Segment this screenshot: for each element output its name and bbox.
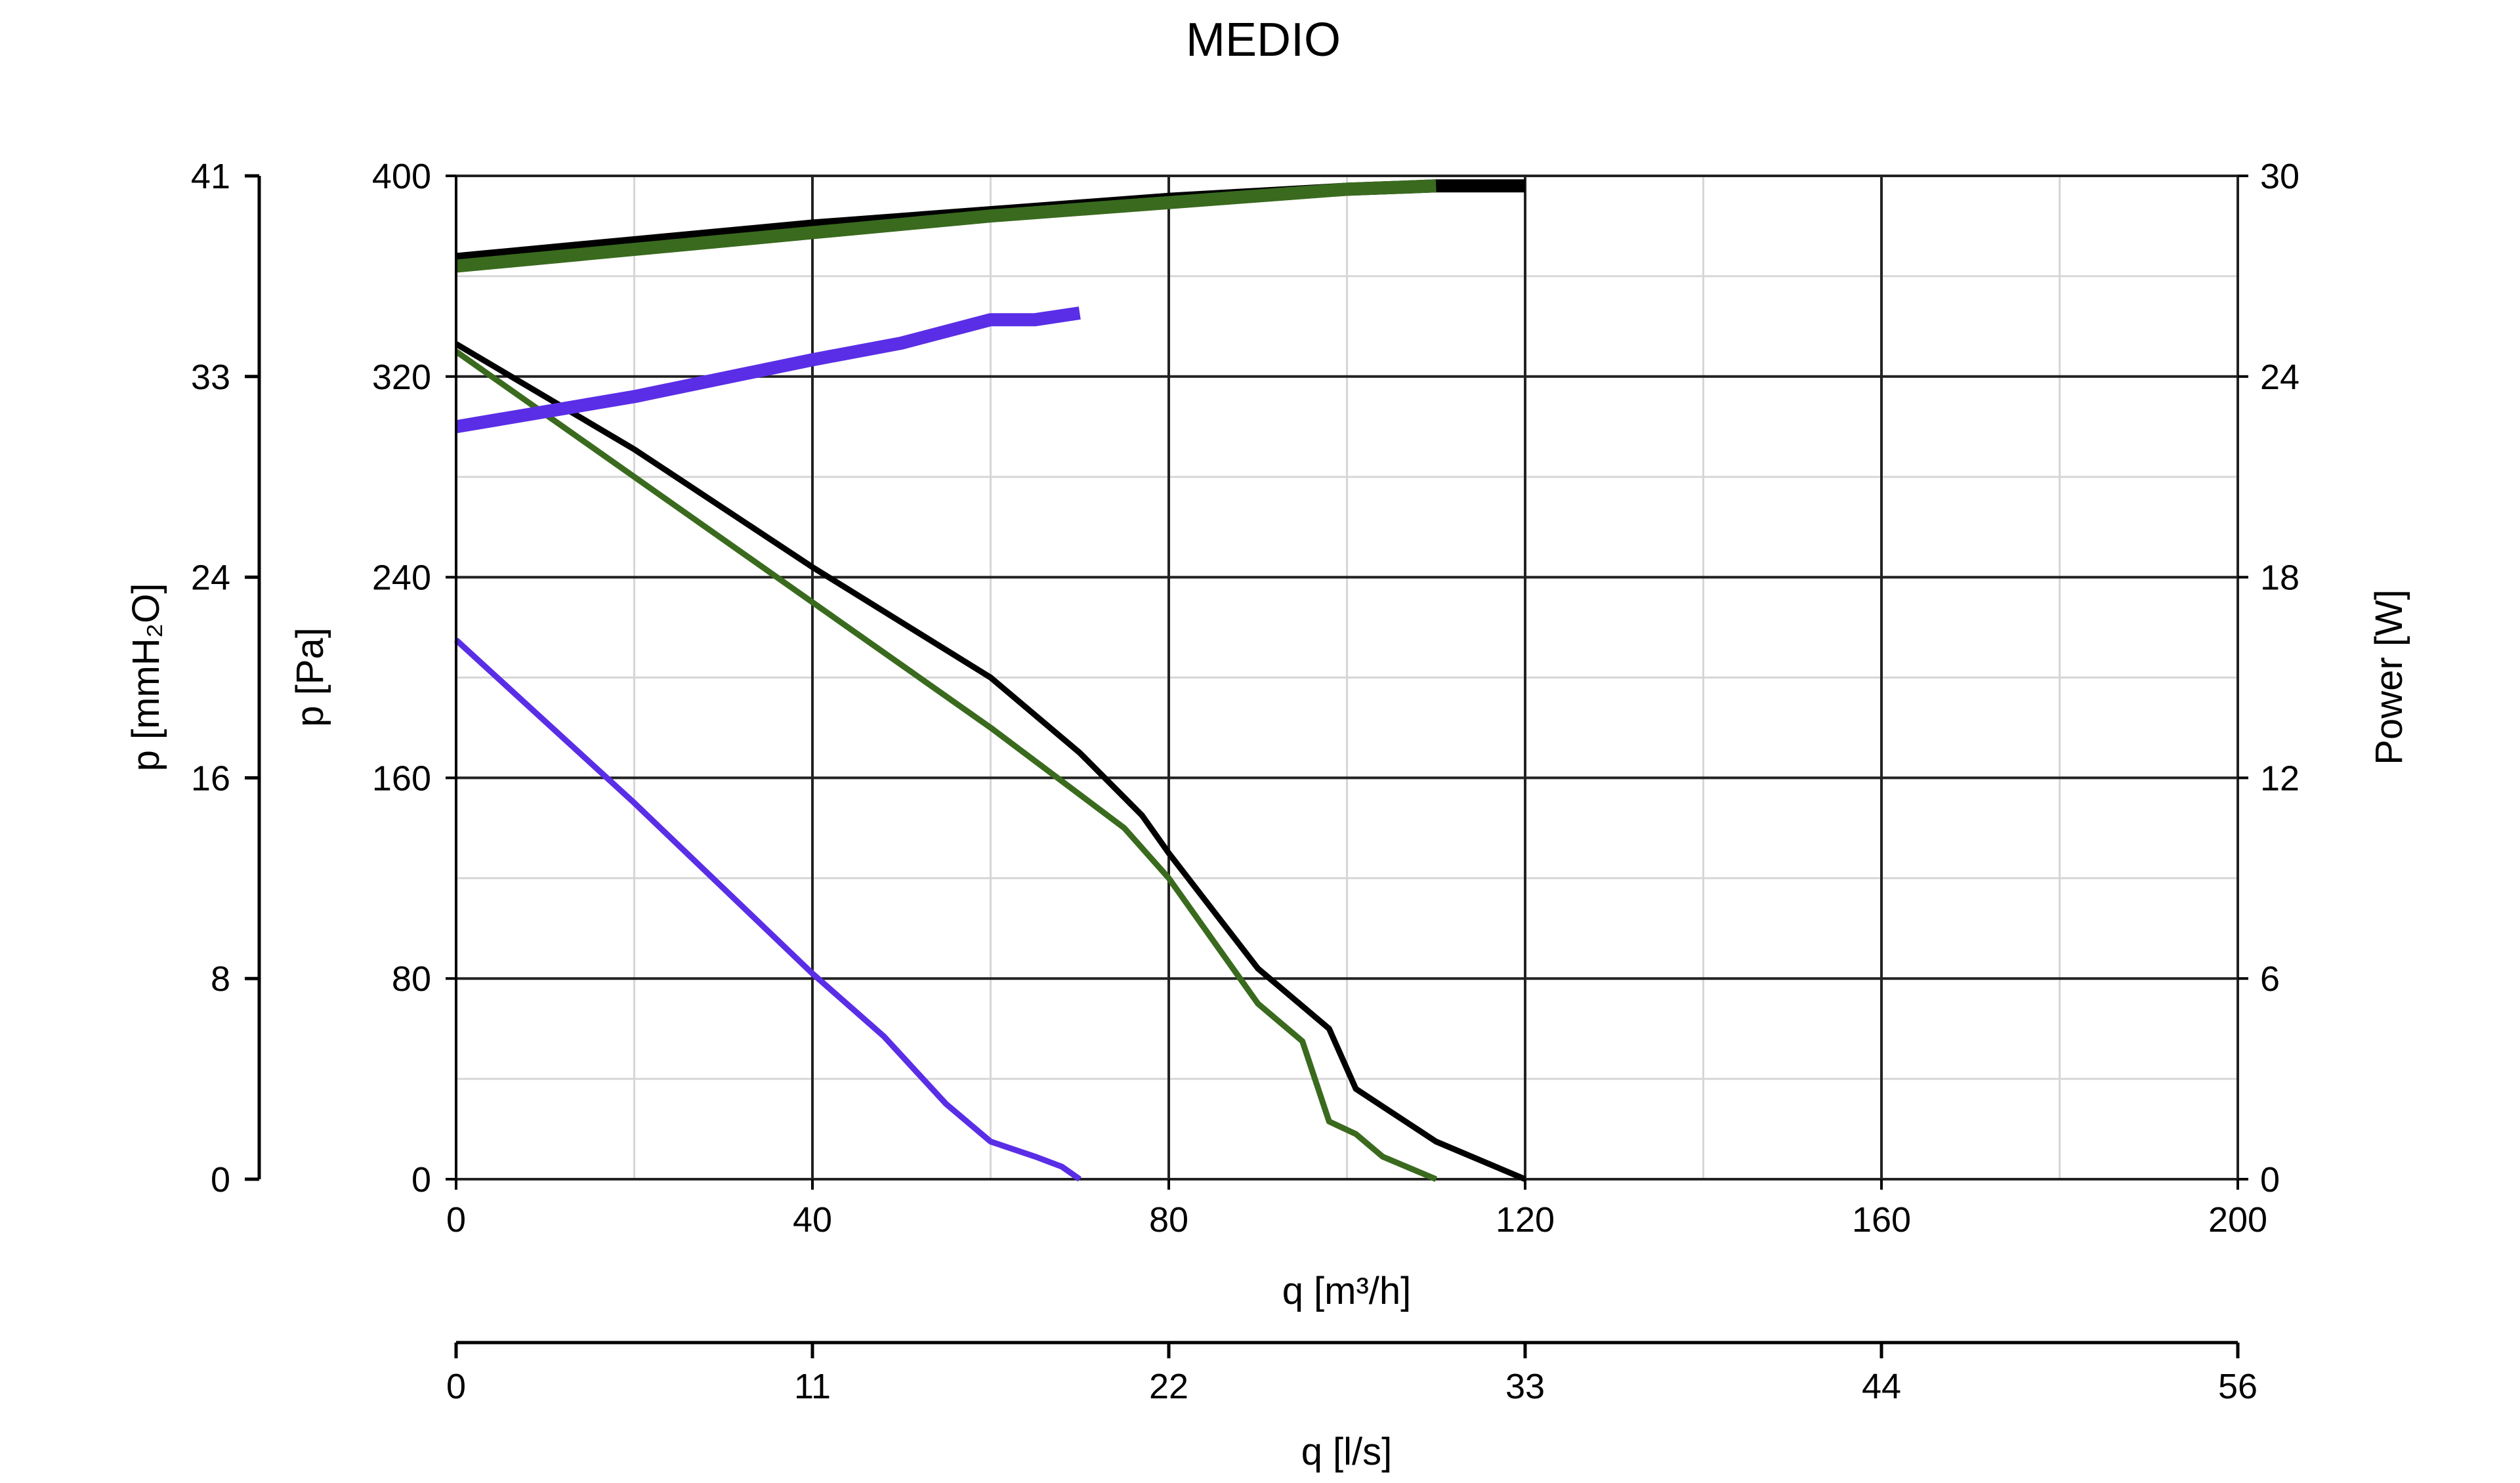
purple-pressure-curve — [453, 637, 1082, 1182]
y-axis-ticks: 0 80 160 240 320 400 — [372, 157, 456, 1200]
green-power-curve — [455, 179, 1437, 273]
y2-axis-ticks: 0 8 16 24 33 41 — [191, 157, 259, 1200]
y2-tick-label: 33 — [191, 358, 230, 397]
x-tick-label: 160 — [1852, 1200, 1911, 1240]
x2-axis-title: q [l/s] — [1301, 1431, 1393, 1473]
y2-tick-label: 16 — [191, 759, 230, 798]
black-pressure-curve — [454, 341, 1526, 1182]
power-axis-ticks: 0 6 12 18 24 30 — [2238, 157, 2300, 1200]
power-tick-label: 6 — [2260, 959, 2280, 999]
power-axis-title: Power [W] — [2368, 589, 2410, 765]
series-layer — [453, 179, 1526, 1182]
x2-tick-label: 33 — [1505, 1367, 1545, 1406]
y2-axis-title: p [mmH₂O] — [125, 583, 167, 772]
y-tick-label: 80 — [392, 959, 431, 999]
x2-tick-label: 11 — [794, 1367, 831, 1406]
x2-tick-label: 44 — [1862, 1367, 1901, 1406]
power-tick-label: 30 — [2260, 157, 2300, 196]
y-tick-label: 240 — [372, 558, 431, 598]
y2-tick-label: 0 — [211, 1160, 230, 1200]
power-tick-label: 18 — [2260, 558, 2300, 598]
power-tick-label: 0 — [2260, 1160, 2280, 1200]
power-tick-label: 24 — [2260, 358, 2300, 397]
x-tick-label: 0 — [446, 1200, 466, 1240]
power-tick-label: 12 — [2260, 759, 2300, 798]
y-tick-label: 160 — [372, 759, 431, 798]
y-axis-title: p [Pa] — [289, 627, 331, 727]
purple-power-curve — [455, 306, 1081, 434]
green-pressure-curve — [454, 348, 1438, 1182]
chart-title: MEDIO — [1186, 14, 1341, 66]
x-axis-title: q [m³/h] — [1282, 1270, 1412, 1312]
y-tick-label: 0 — [411, 1160, 431, 1200]
x-axis-ticks: 0 40 80 120 160 200 — [446, 1179, 2267, 1240]
x-tick-label: 120 — [1496, 1200, 1555, 1240]
x-tick-label: 200 — [2208, 1200, 2267, 1240]
x2-tick-label: 22 — [1149, 1367, 1188, 1406]
y-tick-label: 320 — [372, 358, 431, 397]
y-tick-label: 400 — [372, 157, 431, 196]
x2-tick-label: 0 — [446, 1367, 466, 1406]
x2-tick-label: 56 — [2218, 1367, 2258, 1406]
y2-tick-label: 24 — [191, 558, 230, 598]
y2-tick-label: 41 — [191, 157, 230, 196]
x2-axis-ticks: 0 11 22 33 44 56 — [446, 1343, 2258, 1406]
minor-grid — [456, 176, 2238, 1179]
y2-tick-label: 8 — [211, 959, 230, 999]
x-tick-label: 80 — [1149, 1200, 1188, 1240]
x-tick-label: 40 — [793, 1200, 832, 1240]
